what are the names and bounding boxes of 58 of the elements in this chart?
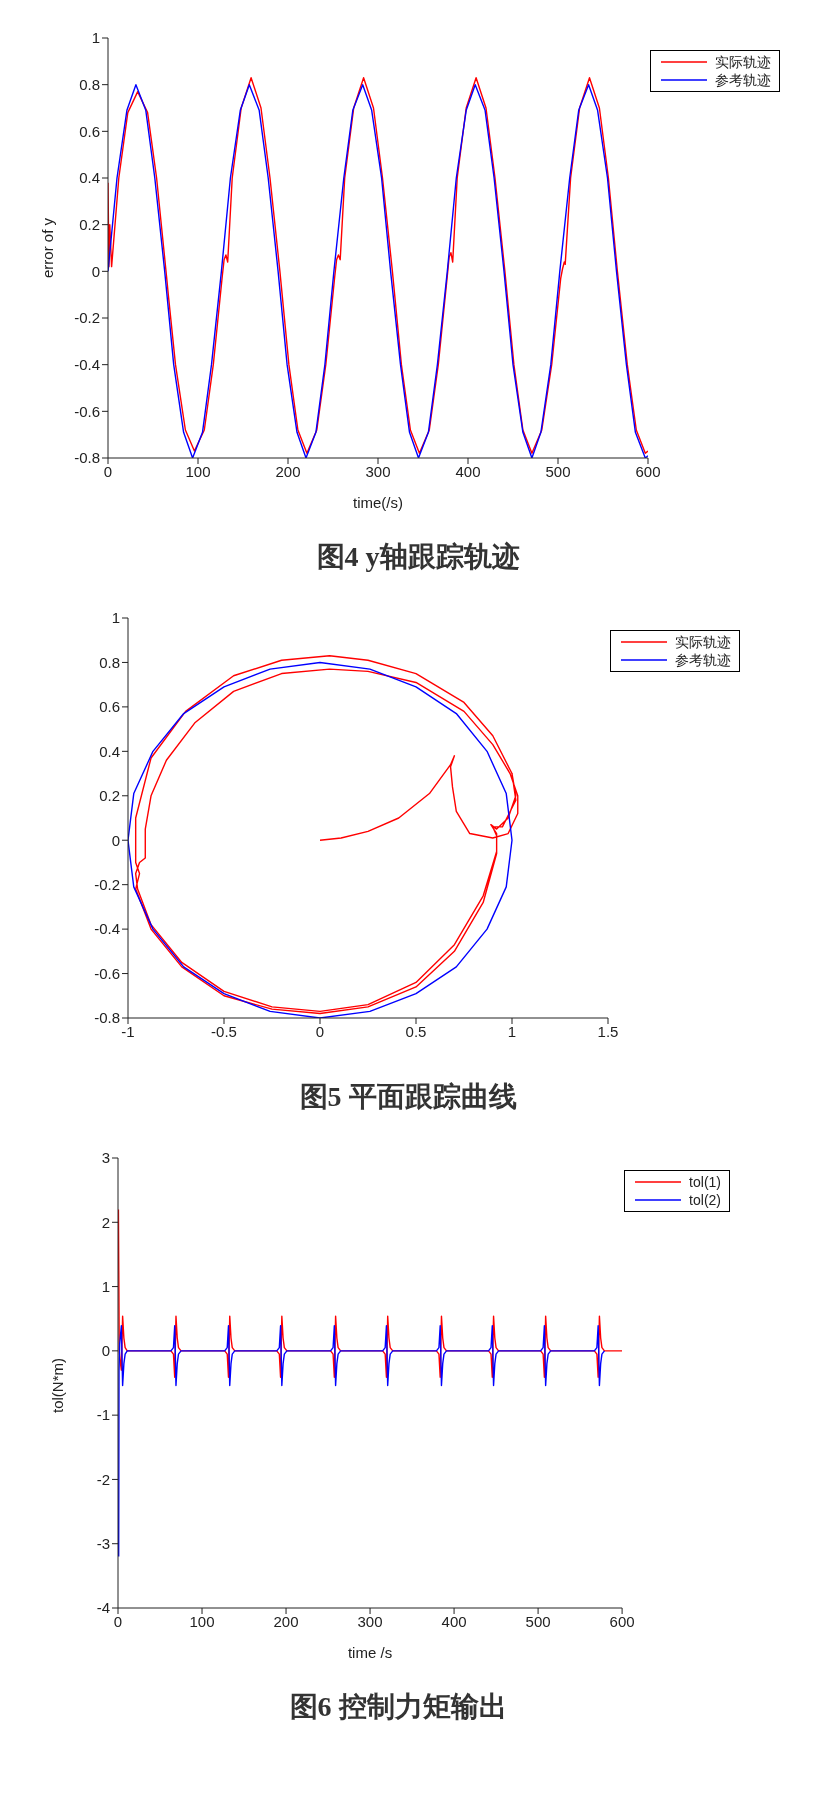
- x-tick-label: 200: [275, 462, 301, 480]
- x-tick-label: 100: [185, 462, 211, 480]
- x-tick-label: 300: [357, 1612, 383, 1630]
- text: 图6 控制力矩输出: [288, 1690, 508, 1724]
- x-tick-label: 600: [635, 462, 661, 480]
- x-tick-label: 600: [609, 1612, 635, 1630]
- y-tick-label: -0.4: [94, 920, 120, 938]
- text: 图5 平面跟踪曲线: [298, 1080, 518, 1114]
- y-tick-label: 0.2: [79, 215, 100, 233]
- y-axis-title: tol(N*m): [49, 1358, 67, 1413]
- legend-label: 参考轨迹: [715, 71, 771, 89]
- y-tick-label: 1: [111, 609, 120, 627]
- legend-label: 实际轨迹: [715, 53, 771, 71]
- y-tick-label: -0.4: [74, 355, 100, 373]
- y-tick-label: 3: [101, 1149, 110, 1167]
- y-tick-label: 0.2: [99, 787, 120, 805]
- x-tick-label: 100: [189, 1612, 215, 1630]
- y-tick-label: 0.4: [79, 169, 100, 187]
- y-tick-label: -4: [96, 1599, 110, 1617]
- text: 图4 y轴跟踪轨迹: [315, 540, 521, 574]
- y-tick-label: 1: [101, 1277, 110, 1295]
- x-tick-label: 400: [441, 1612, 467, 1630]
- x-tick-label: 300: [365, 462, 391, 480]
- y-tick-label: 0: [101, 1342, 110, 1360]
- x-tick-label: 500: [545, 462, 571, 480]
- y-tick-label: 0.8: [79, 75, 100, 93]
- y-tick-label: -0.6: [74, 402, 100, 420]
- x-tick-label: 1: [507, 1022, 517, 1040]
- y-tick-label: -3: [96, 1535, 110, 1553]
- y-tick-label: 0.6: [99, 698, 120, 716]
- x-axis-title: time(/s): [353, 494, 403, 511]
- y-tick-label: -0.8: [94, 1009, 120, 1027]
- legend-label: 实际轨迹: [675, 633, 731, 651]
- x-tick-label: -0.5: [211, 1022, 237, 1040]
- y-tick-label: 0: [111, 831, 120, 849]
- y-tick-label: 1: [91, 29, 100, 47]
- y-tick-label: 0.8: [99, 653, 120, 671]
- y-tick-label: 2: [101, 1213, 110, 1231]
- y-tick-label: 0: [91, 262, 100, 280]
- legend-label: tol(1): [689, 1173, 721, 1191]
- x-axis-title: time /s: [347, 1644, 393, 1661]
- x-tick-label: 1.5: [597, 1022, 619, 1040]
- y-tick-label: -0.8: [74, 449, 100, 467]
- y-tick-label: -0.2: [94, 875, 120, 893]
- x-tick-label: 400: [455, 462, 481, 480]
- legend-label: tol(2): [689, 1191, 721, 1209]
- y-tick-label: -2: [96, 1470, 110, 1488]
- x-tick-label: 0.5: [405, 1022, 427, 1040]
- y-tick-label: -0.2: [74, 309, 100, 327]
- legend-label: 参考轨迹: [675, 651, 731, 669]
- x-tick-label: 200: [273, 1612, 299, 1630]
- y-tick-label: 0.4: [99, 742, 120, 760]
- x-tick-label: 500: [525, 1612, 551, 1630]
- y-tick-label: -1: [96, 1406, 110, 1424]
- x-tick-label: 0: [315, 1022, 325, 1040]
- y-axis-title: error of y: [39, 217, 57, 278]
- y-tick-label: 0.6: [79, 122, 100, 140]
- y-tick-label: -0.6: [94, 964, 120, 982]
